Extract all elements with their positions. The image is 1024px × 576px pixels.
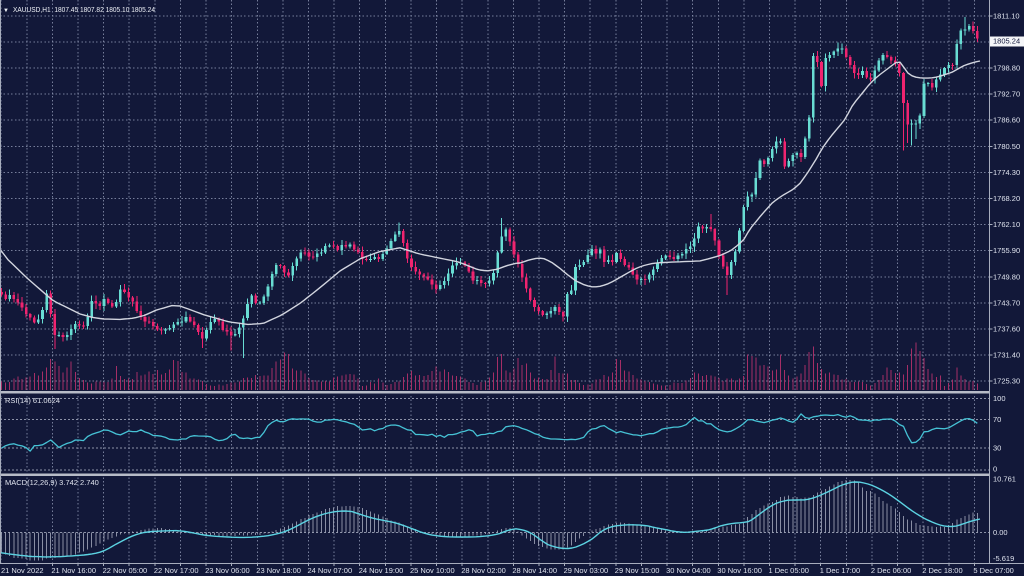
svg-text:MACD(12,26,9) 3.742 2.740: MACD(12,26,9) 3.742 2.740	[5, 478, 99, 487]
svg-text:21 Nov 16:00: 21 Nov 16:00	[51, 566, 96, 575]
svg-text:1737.60: 1737.60	[993, 325, 1020, 334]
svg-text:1805.24: 1805.24	[993, 37, 1020, 46]
svg-text:1 Dec 05:00: 1 Dec 05:00	[769, 566, 809, 575]
svg-text:1811.10: 1811.10	[993, 11, 1020, 20]
svg-text:RSI(14) 61.0624: RSI(14) 61.0624	[5, 396, 60, 405]
svg-text:22 Nov 17:00: 22 Nov 17:00	[154, 566, 199, 575]
svg-text:1755.90: 1755.90	[993, 246, 1020, 255]
svg-text:5 Dec 07:00: 5 Dec 07:00	[973, 566, 1013, 575]
svg-text:-5.619: -5.619	[993, 554, 1014, 563]
svg-text:2 Dec 06:00: 2 Dec 06:00	[871, 566, 911, 575]
svg-text:10.761: 10.761	[993, 475, 1016, 484]
svg-text:1 Dec 17:00: 1 Dec 17:00	[820, 566, 860, 575]
svg-text:23 Nov 06:00: 23 Nov 06:00	[205, 566, 250, 575]
svg-text:1762.10: 1762.10	[993, 220, 1020, 229]
svg-text:1743.70: 1743.70	[993, 298, 1020, 307]
svg-text:21 Nov 2022: 21 Nov 2022	[1, 566, 44, 575]
svg-text:24 Nov 07:00: 24 Nov 07:00	[308, 566, 353, 575]
svg-text:▼: ▼	[3, 8, 9, 14]
svg-text:1749.80: 1749.80	[993, 272, 1020, 281]
svg-text:30 Nov 04:00: 30 Nov 04:00	[666, 566, 711, 575]
svg-text:22 Nov 05:00: 22 Nov 05:00	[103, 566, 148, 575]
svg-text:30: 30	[993, 443, 1001, 452]
svg-text:24 Nov 19:00: 24 Nov 19:00	[359, 566, 404, 575]
svg-text:1798.80: 1798.80	[993, 64, 1020, 73]
svg-text:23 Nov 18:00: 23 Nov 18:00	[256, 566, 301, 575]
svg-text:1792.70: 1792.70	[993, 90, 1020, 99]
svg-text:1725.30: 1725.30	[993, 377, 1020, 386]
svg-text:29 Nov 15:00: 29 Nov 15:00	[615, 566, 660, 575]
svg-text:70: 70	[993, 415, 1001, 424]
svg-text:1731.40: 1731.40	[993, 351, 1020, 360]
svg-text:0.00: 0.00	[993, 528, 1008, 537]
svg-text:1768.20: 1768.20	[993, 194, 1020, 203]
svg-text:29 Nov 03:00: 29 Nov 03:00	[564, 566, 609, 575]
svg-text:28 Nov 14:00: 28 Nov 14:00	[512, 566, 557, 575]
svg-text:1774.30: 1774.30	[993, 168, 1020, 177]
svg-text:28 Nov 02:00: 28 Nov 02:00	[461, 566, 506, 575]
svg-text:100: 100	[993, 394, 1006, 403]
svg-text:2 Dec 18:00: 2 Dec 18:00	[922, 566, 962, 575]
svg-text:30 Nov 16:00: 30 Nov 16:00	[717, 566, 762, 575]
svg-text:XAUUSD,H1 1807.45 1807.82 180: XAUUSD,H1 1807.45 1807.82 1805.10 1805.2…	[13, 7, 155, 14]
svg-text:0: 0	[993, 465, 997, 474]
svg-text:25 Nov 10:00: 25 Nov 10:00	[410, 566, 455, 575]
svg-text:1786.60: 1786.60	[993, 116, 1020, 125]
svg-text:1780.50: 1780.50	[993, 142, 1020, 151]
